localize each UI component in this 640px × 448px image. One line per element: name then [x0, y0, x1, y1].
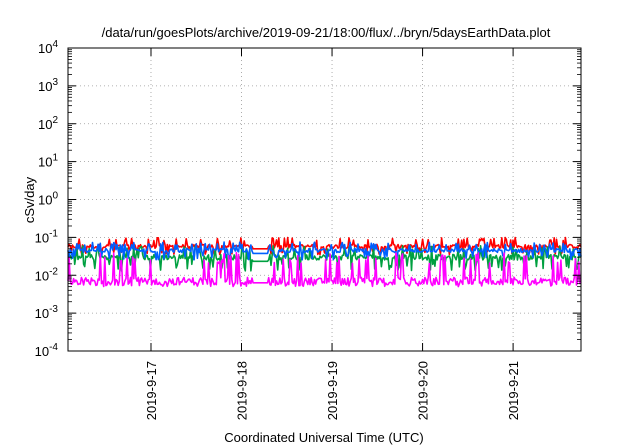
- y-tick-label: 10-1: [35, 228, 59, 245]
- series-line-1: [67, 236, 582, 256]
- y-tick-label: 10-4: [35, 342, 59, 359]
- x-tick-label: 2019-9-19: [325, 361, 340, 420]
- series-line-3: [67, 241, 582, 261]
- y-tick-label: 10-3: [35, 304, 59, 321]
- series-line-2: [67, 245, 582, 272]
- series-line-4: [67, 251, 582, 288]
- y-axis: 10-4 10-3 10-2 10-1 100 101 102 103 104: [35, 39, 581, 359]
- x-tick-label: 2019-9-18: [235, 361, 250, 420]
- y-tick-label: 10-2: [35, 266, 59, 283]
- x-axis: 2019-9-17 2019-9-18 2019-9-19 2019-9-20 2019…: [144, 48, 521, 420]
- y-tick-label: 104: [38, 39, 58, 56]
- y-tick-label: 103: [38, 77, 58, 94]
- y-tick-label: 102: [38, 115, 58, 132]
- x-tick-label: 2019-9-17: [144, 361, 159, 420]
- y-tick-label: 101: [38, 153, 58, 170]
- y-axis-label: cSv/day: [22, 176, 37, 223]
- series-layer: [67, 236, 582, 288]
- chart-title: /data/run/goesPlots/archive/2019-09-21/1…: [102, 25, 551, 40]
- grid-lines: [68, 48, 581, 351]
- x-tick-label: 2019-9-21: [506, 361, 521, 420]
- x-tick-label: 2019-9-20: [416, 361, 431, 420]
- x-axis-label: Coordinated Universal Time (UTC): [224, 430, 423, 445]
- y-tick-label: 100: [38, 191, 58, 208]
